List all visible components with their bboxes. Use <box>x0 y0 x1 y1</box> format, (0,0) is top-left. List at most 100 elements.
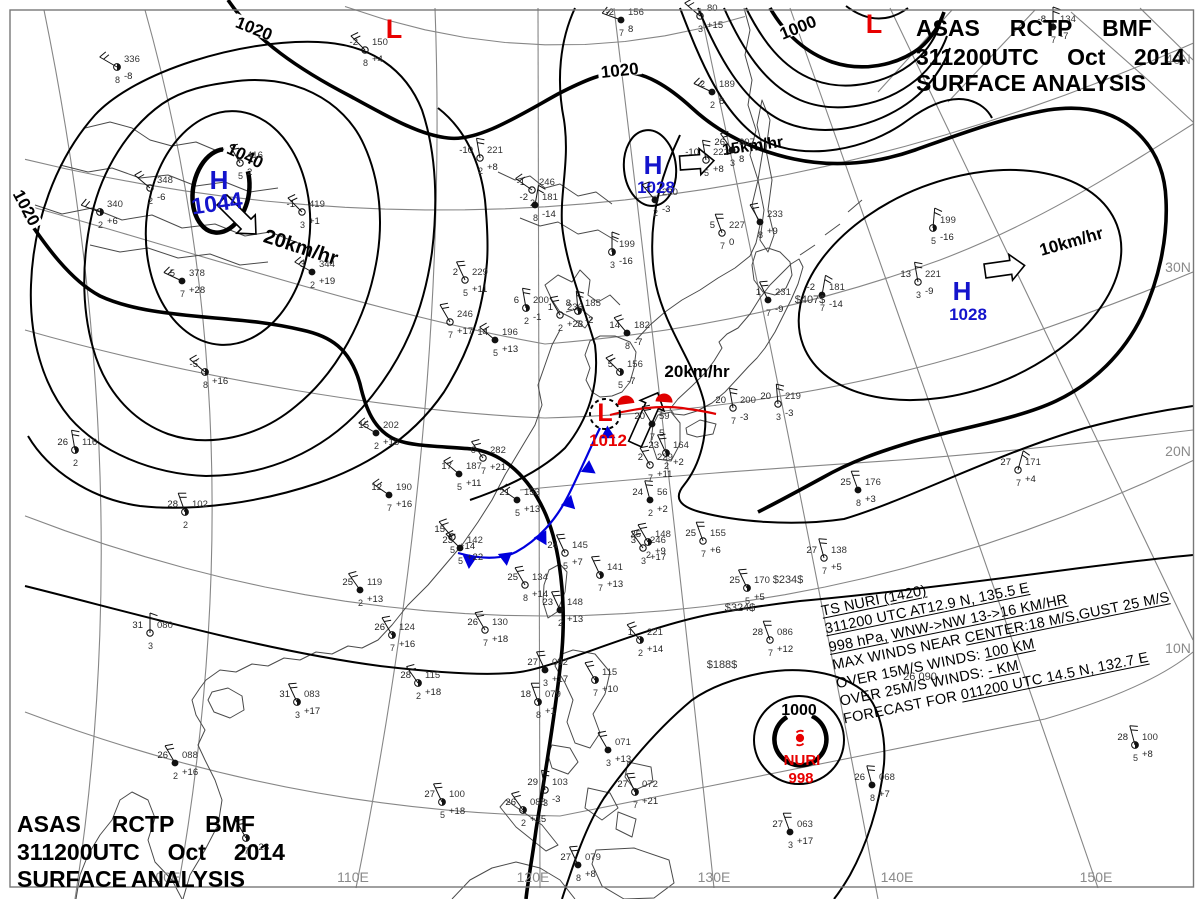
svg-text:079: 079 <box>545 689 561 700</box>
svg-text:-5: -5 <box>190 359 198 370</box>
svg-text:5: 5 <box>608 359 613 370</box>
svg-text:-3: -3 <box>785 408 793 419</box>
svg-text:3: 3 <box>788 840 793 850</box>
svg-text:26: 26 <box>374 622 385 633</box>
svg-text:079: 079 <box>585 852 601 863</box>
svg-text:5: 5 <box>745 596 750 606</box>
svg-text:1: 1 <box>756 287 761 298</box>
svg-text:+17: +17 <box>552 674 568 685</box>
svg-text:231: 231 <box>775 287 791 298</box>
svg-text:7: 7 <box>633 800 638 810</box>
svg-text:150: 150 <box>372 37 388 48</box>
svg-text:1020: 1020 <box>9 187 44 229</box>
svg-text:221: 221 <box>647 627 663 638</box>
svg-text:071: 071 <box>615 737 631 748</box>
svg-text:+5: +5 <box>831 562 842 573</box>
svg-text:8: 8 <box>719 96 724 107</box>
svg-text:3: 3 <box>698 24 703 34</box>
svg-text:$407$: $407$ <box>795 294 826 306</box>
svg-text:$234$: $234$ <box>773 574 804 586</box>
svg-text:110E: 110E <box>337 869 369 885</box>
svg-text:H: H <box>953 276 972 306</box>
svg-text:7: 7 <box>768 648 773 658</box>
svg-text:-16: -16 <box>940 232 954 243</box>
svg-text:102: 102 <box>192 499 208 510</box>
svg-text:2: 2 <box>648 508 653 518</box>
svg-text:3: 3 <box>295 710 300 720</box>
svg-text:40N: 40N <box>1165 51 1191 67</box>
svg-text:+12: +12 <box>777 644 793 655</box>
svg-text:092: 092 <box>552 657 568 668</box>
svg-text:+16: +16 <box>399 639 415 650</box>
svg-text:134: 134 <box>1060 14 1076 25</box>
svg-text:189: 189 <box>719 79 735 90</box>
svg-text:14: 14 <box>477 327 488 338</box>
svg-text:26: 26 <box>854 772 865 783</box>
svg-text:+17: +17 <box>650 552 666 563</box>
svg-text:2: 2 <box>374 441 379 451</box>
svg-text:23: 23 <box>542 597 553 608</box>
svg-text:282: 282 <box>490 445 506 456</box>
svg-text:2: 2 <box>710 100 715 110</box>
svg-text:086: 086 <box>777 627 793 638</box>
svg-text:+8: +8 <box>585 869 596 880</box>
svg-text:5: 5 <box>457 482 462 492</box>
svg-text:088: 088 <box>182 750 198 761</box>
svg-text:-9: -9 <box>775 304 783 315</box>
svg-text:199: 199 <box>619 239 635 250</box>
svg-text:088: 088 <box>530 797 546 808</box>
svg-text:5: 5 <box>659 428 664 439</box>
svg-text:+4: +4 <box>372 54 383 65</box>
svg-text:236: 236 <box>567 302 583 313</box>
svg-text:246: 246 <box>457 309 473 320</box>
svg-text:NURI: NURI <box>784 752 821 769</box>
svg-text:+1: +1 <box>545 706 556 717</box>
svg-text:-1: -1 <box>533 312 541 323</box>
svg-text:+15: +15 <box>707 20 723 31</box>
svg-text:2: 2 <box>558 618 563 628</box>
svg-text:2: 2 <box>700 79 705 90</box>
svg-text:2: 2 <box>664 461 669 471</box>
svg-text:419: 419 <box>309 199 325 210</box>
svg-text:103: 103 <box>552 777 568 788</box>
svg-text:3: 3 <box>916 290 921 300</box>
svg-text:L: L <box>386 14 403 44</box>
svg-text:+21: +21 <box>642 796 658 807</box>
svg-text:$324$: $324$ <box>725 602 756 614</box>
svg-text:7: 7 <box>720 241 725 251</box>
svg-text:3: 3 <box>543 678 548 688</box>
svg-text:2: 2 <box>638 648 643 658</box>
svg-text:8: 8 <box>576 873 581 883</box>
svg-text:+2: +2 <box>673 457 684 468</box>
svg-text:+13: +13 <box>367 594 383 605</box>
svg-text:5: 5 <box>515 508 520 518</box>
svg-text:-7: -7 <box>1060 31 1068 42</box>
svg-text:-3: -3 <box>552 794 560 805</box>
svg-text:20km/hr: 20km/hr <box>664 362 730 381</box>
svg-text:072: 072 <box>642 779 658 790</box>
svg-text:7: 7 <box>701 549 706 559</box>
svg-text:+19: +19 <box>319 276 335 287</box>
svg-text:7: 7 <box>180 289 185 299</box>
svg-text:59: 59 <box>659 411 670 422</box>
svg-text:7: 7 <box>593 688 598 698</box>
svg-text:13: 13 <box>900 269 911 280</box>
svg-text:116: 116 <box>82 437 97 448</box>
svg-text:164: 164 <box>673 440 689 451</box>
svg-text:3: 3 <box>148 641 153 651</box>
svg-text:340: 340 <box>107 199 123 210</box>
svg-text:2: 2 <box>521 818 526 828</box>
svg-text:148: 148 <box>567 597 583 608</box>
svg-text:1000: 1000 <box>777 12 819 44</box>
svg-text:7: 7 <box>820 303 825 313</box>
svg-text:182: 182 <box>634 320 650 331</box>
svg-text:229: 229 <box>657 452 673 463</box>
svg-text:8: 8 <box>115 75 120 85</box>
svg-text:-1: -1 <box>287 199 295 210</box>
svg-text:-2: -2 <box>807 282 815 293</box>
svg-text:8: 8 <box>628 24 633 35</box>
svg-text:5: 5 <box>618 380 623 390</box>
svg-text:+16: +16 <box>212 376 228 387</box>
svg-text:348: 348 <box>157 175 173 186</box>
svg-text:378: 378 <box>189 268 205 279</box>
